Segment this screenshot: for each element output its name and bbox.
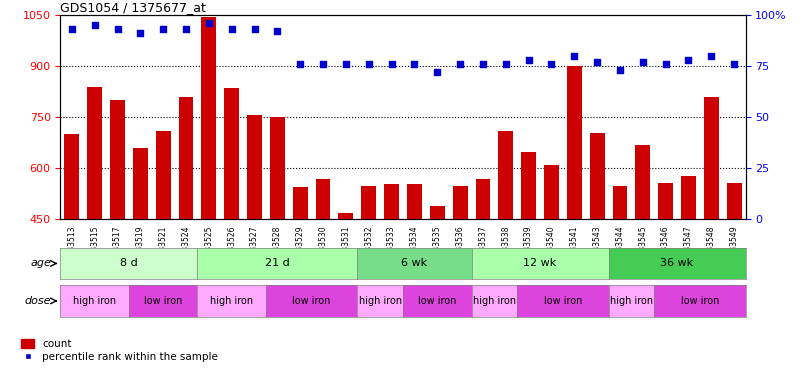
Text: low iron: low iron <box>418 296 456 306</box>
Point <box>111 26 124 32</box>
Text: high iron: high iron <box>210 296 253 306</box>
Text: low iron: low iron <box>144 296 182 306</box>
Point <box>362 61 375 67</box>
Text: 6 wk: 6 wk <box>401 258 427 268</box>
Bar <box>270 117 285 373</box>
Bar <box>64 134 79 373</box>
Legend: count, percentile rank within the sample: count, percentile rank within the sample <box>21 339 218 362</box>
Text: age: age <box>31 258 52 268</box>
Bar <box>339 213 353 373</box>
Bar <box>704 97 719 373</box>
Bar <box>361 186 376 373</box>
Point <box>225 26 239 32</box>
Point <box>454 61 467 67</box>
Point <box>613 67 626 73</box>
Bar <box>87 87 102 373</box>
Bar <box>453 186 467 373</box>
Point <box>636 59 649 65</box>
Bar <box>544 165 559 373</box>
Point <box>385 61 398 67</box>
Text: 12 wk: 12 wk <box>523 258 557 268</box>
Point <box>293 61 306 67</box>
Bar <box>590 132 604 373</box>
Point <box>65 26 78 32</box>
Point <box>271 28 284 34</box>
Point <box>499 61 512 67</box>
Point <box>704 53 717 59</box>
Bar <box>384 184 399 373</box>
Bar <box>498 131 513 373</box>
Text: low iron: low iron <box>544 296 582 306</box>
Text: high iron: high iron <box>473 296 516 306</box>
Bar <box>156 131 171 373</box>
Point <box>408 61 421 67</box>
Point <box>339 61 352 67</box>
Bar <box>224 88 239 373</box>
Text: low iron: low iron <box>293 296 330 306</box>
Bar <box>430 206 445 373</box>
Bar <box>407 184 422 373</box>
Text: low iron: low iron <box>681 296 719 306</box>
Point <box>156 26 169 32</box>
Bar <box>202 17 216 373</box>
Point <box>180 26 193 32</box>
Point <box>522 57 535 63</box>
Text: GDS1054 / 1375677_at: GDS1054 / 1375677_at <box>60 1 206 14</box>
Point <box>682 57 695 63</box>
Bar <box>476 178 490 373</box>
Point <box>248 26 261 32</box>
Bar <box>613 186 627 373</box>
Bar <box>133 148 147 373</box>
Text: high iron: high iron <box>610 296 653 306</box>
Bar <box>316 178 330 373</box>
Text: dose: dose <box>25 296 52 306</box>
Point <box>202 20 215 26</box>
Point <box>728 61 741 67</box>
Point <box>88 22 101 28</box>
Bar <box>179 97 193 373</box>
Bar <box>567 66 582 373</box>
Bar <box>293 187 308 373</box>
Point <box>430 69 443 75</box>
Point <box>545 61 558 67</box>
Text: 8 d: 8 d <box>120 258 138 268</box>
Point <box>567 53 580 59</box>
Point <box>476 61 489 67</box>
Point <box>659 61 672 67</box>
Point <box>134 30 147 36</box>
Text: high iron: high iron <box>73 296 116 306</box>
Bar <box>521 152 536 373</box>
Text: 36 wk: 36 wk <box>660 258 694 268</box>
Bar <box>727 183 742 373</box>
Bar <box>659 183 673 373</box>
Text: high iron: high iron <box>359 296 401 306</box>
Bar <box>635 145 650 373</box>
Bar <box>110 100 125 373</box>
Point <box>317 61 330 67</box>
Text: 21 d: 21 d <box>265 258 290 268</box>
Point <box>591 59 604 65</box>
Bar <box>681 176 696 373</box>
Bar <box>247 116 262 373</box>
